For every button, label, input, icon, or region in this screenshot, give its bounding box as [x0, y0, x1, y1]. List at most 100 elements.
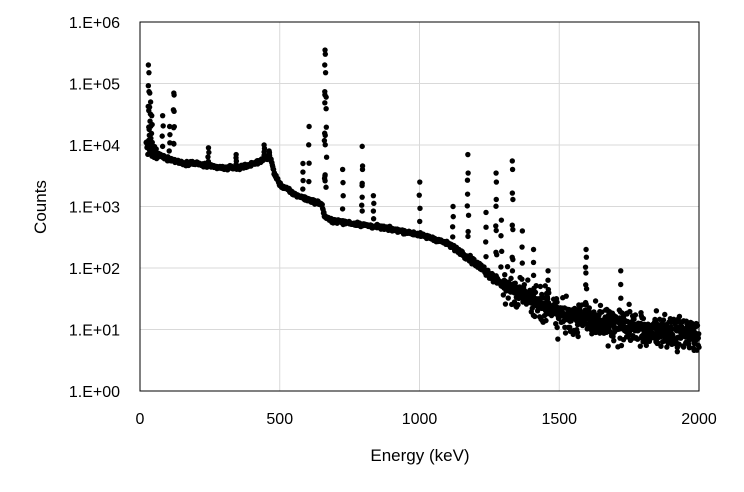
data-point — [660, 317, 667, 323]
data-point — [322, 178, 328, 184]
data-point — [322, 47, 328, 53]
data-point — [510, 196, 516, 203]
data-point — [450, 234, 456, 240]
data-point — [171, 108, 177, 115]
data-point — [464, 177, 471, 183]
data-point — [464, 203, 470, 209]
data-point — [498, 264, 504, 270]
data-point — [626, 301, 632, 308]
data-point — [532, 313, 538, 320]
data-point — [602, 314, 609, 321]
data-point — [653, 308, 660, 314]
data-point — [554, 324, 560, 331]
data-point — [605, 343, 611, 349]
data-point — [534, 296, 540, 302]
data-point — [322, 100, 328, 106]
data-point — [323, 106, 329, 112]
data-point — [498, 248, 505, 255]
x-tick-label: 1000 — [402, 411, 438, 428]
data-point — [370, 192, 377, 199]
data-point — [206, 149, 212, 156]
data-point — [159, 112, 166, 119]
data-point — [149, 112, 155, 119]
data-point — [519, 244, 525, 250]
data-point — [322, 142, 328, 148]
plot-border — [139, 21, 700, 392]
data-point — [493, 170, 499, 176]
data-point — [669, 331, 676, 338]
data-point — [617, 309, 624, 315]
data-point — [656, 334, 662, 340]
data-point — [233, 155, 239, 161]
data-point — [464, 191, 471, 197]
data-point — [359, 180, 365, 187]
data-point — [322, 69, 329, 76]
data-point — [483, 239, 489, 245]
data-point — [148, 135, 154, 141]
data-point — [508, 275, 514, 282]
data-point — [636, 326, 643, 332]
data-point — [417, 218, 423, 225]
data-point — [521, 281, 528, 288]
data-point — [159, 133, 165, 139]
data-point — [583, 254, 590, 260]
data-point — [300, 169, 306, 175]
data-point — [676, 313, 683, 320]
data-point — [498, 233, 504, 239]
data-point — [597, 302, 604, 309]
data-point — [145, 82, 152, 89]
data-point — [530, 246, 537, 253]
data-point — [618, 342, 625, 349]
data-point — [149, 139, 155, 146]
data-point — [300, 160, 306, 167]
data-point — [170, 124, 177, 131]
data-point — [417, 179, 423, 185]
data-point — [578, 310, 584, 317]
data-point — [166, 148, 172, 154]
data-point — [655, 323, 662, 330]
data-point — [665, 340, 671, 346]
data-point — [509, 222, 515, 228]
data-point — [493, 203, 499, 209]
data-point — [620, 336, 627, 343]
data-point — [417, 205, 423, 212]
data-point — [662, 311, 668, 318]
data-point — [465, 151, 471, 158]
data-point — [502, 301, 509, 307]
data-point — [618, 281, 624, 288]
y-tick-label: 1.E+00 — [69, 384, 120, 401]
data-point — [592, 298, 599, 304]
data-point — [509, 158, 515, 164]
data-point — [519, 260, 525, 266]
data-point — [510, 226, 516, 233]
data-point — [145, 62, 152, 68]
data-point — [515, 302, 521, 308]
data-point — [525, 277, 531, 283]
data-point — [582, 264, 589, 270]
x-tick-labels: 0 500 1000 1500 2000 — [136, 411, 717, 428]
data-point — [359, 143, 365, 150]
data-point — [359, 194, 365, 200]
data-point — [323, 154, 330, 160]
data-point — [449, 224, 456, 230]
data-point — [510, 256, 516, 263]
y-tick-labels: 1.E+00 1.E+01 1.E+02 1.E+03 1.E+04 1.E+05 1.E+… — [69, 15, 120, 401]
data-point — [564, 306, 571, 313]
data-point — [583, 270, 589, 276]
data-point — [638, 309, 644, 316]
data-point — [601, 328, 608, 334]
data-point — [498, 217, 505, 223]
data-point — [610, 333, 616, 340]
data-point — [530, 272, 537, 279]
data-point — [683, 318, 690, 324]
data-point — [655, 340, 661, 346]
data-point — [167, 131, 173, 138]
data-point — [582, 320, 588, 326]
data-point — [692, 329, 698, 336]
x-tick-label: 2000 — [681, 411, 717, 428]
x-tick-label: 0 — [136, 411, 145, 428]
data-point — [300, 177, 306, 184]
data-point — [205, 145, 212, 151]
data-point — [545, 268, 551, 274]
y-tick-label: 1.E+05 — [69, 77, 120, 94]
